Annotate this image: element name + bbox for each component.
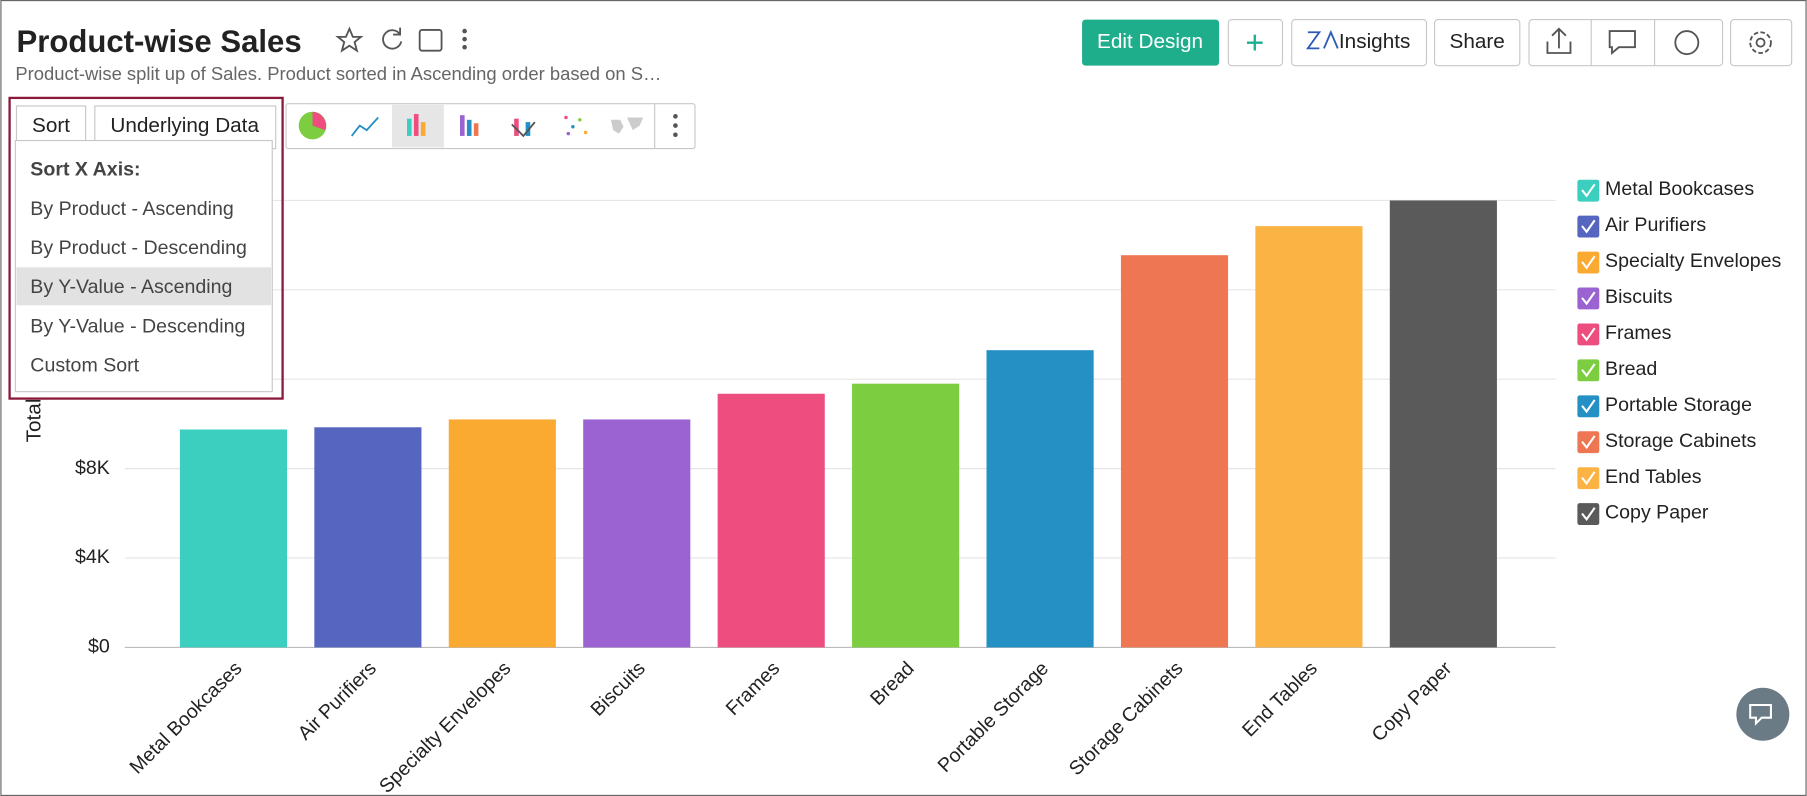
legend-label: Air Purifiers [1605, 214, 1706, 236]
bar[interactable] [986, 350, 1094, 648]
menu-option[interactable]: Custom Sort [30, 354, 139, 376]
y-tick-label: $4K [75, 546, 110, 568]
legend-check [1581, 399, 1596, 414]
chat-icon [1749, 703, 1772, 726]
bar[interactable] [1120, 255, 1229, 648]
menu-highlight [16, 267, 272, 306]
bar[interactable] [1389, 200, 1497, 648]
underlying-data-label: Underlying Data [110, 114, 259, 137]
chat-button[interactable] [1736, 687, 1790, 741]
subtitle: Product-wise split up of Sales. Product … [15, 63, 661, 84]
legend-swatch[interactable] [1577, 251, 1600, 274]
map-icon[interactable] [610, 117, 644, 134]
pie-icon-slice [312, 111, 327, 131]
legend-label: Metal Bookcases [1605, 178, 1754, 200]
sort-tab-label: Sort [32, 114, 70, 137]
legend-check [1581, 435, 1596, 450]
legend-swatch[interactable] [1577, 467, 1600, 490]
legend-swatch[interactable] [1577, 395, 1600, 418]
legend-label: Specialty Envelopes [1605, 250, 1782, 272]
legend-label: Storage Cabinets [1605, 430, 1756, 452]
menu-option[interactable]: By Product - Ascending [30, 198, 234, 220]
comment-icon[interactable] [1608, 30, 1636, 55]
legend-label: Portable Storage [1605, 394, 1752, 416]
legend-check [1581, 183, 1596, 198]
more-icon[interactable] [462, 28, 467, 50]
insights-label: Insights [1339, 30, 1410, 53]
save-icon[interactable] [418, 29, 443, 52]
menu-option[interactable]: By Product - Descending [30, 237, 247, 259]
legend-swatch[interactable] [1577, 215, 1600, 238]
legend-swatch[interactable] [1577, 179, 1600, 202]
sort-menu [14, 139, 273, 393]
stacked-icon[interactable] [459, 115, 479, 136]
add-button[interactable] [1227, 19, 1284, 67]
bar[interactable] [448, 419, 556, 648]
scatter-icon[interactable] [564, 115, 588, 136]
settings-icon [1749, 31, 1772, 54]
menu-option[interactable]: By Y-Value - Descending [30, 315, 245, 337]
bar[interactable] [314, 427, 422, 648]
legend-swatch[interactable] [1577, 323, 1600, 346]
legend-swatch[interactable] [1577, 359, 1600, 382]
legend-check [1581, 255, 1596, 270]
share-label: Share [1450, 30, 1505, 53]
y-tick-label: $8K [75, 457, 110, 479]
bar[interactable] [1255, 226, 1363, 648]
legend-check [1581, 363, 1596, 378]
action-group [1528, 19, 1724, 67]
edit-design-button[interactable] [1082, 19, 1220, 66]
bar[interactable] [583, 419, 691, 648]
edit-design-label: Edit Design [1097, 30, 1203, 53]
favorite-icon[interactable] [335, 26, 364, 53]
legend-label: Biscuits [1605, 286, 1673, 308]
bar[interactable] [852, 383, 960, 648]
legend-label: Bread [1605, 358, 1657, 380]
legend-check [1581, 327, 1596, 342]
settings-icon-center [1755, 37, 1766, 48]
legend-label: Copy Paper [1605, 502, 1709, 524]
export-icon[interactable] [1546, 27, 1572, 54]
legend-swatch[interactable] [1577, 287, 1600, 310]
legend-check [1581, 507, 1596, 522]
legend-swatch[interactable] [1577, 431, 1600, 454]
legend-check [1581, 291, 1596, 306]
menu-option[interactable]: By Y-Value - Ascending [30, 276, 232, 298]
y-tick-label: $0 [88, 636, 110, 658]
insights-button[interactable] [1291, 19, 1428, 67]
alarm-icon[interactable] [1674, 30, 1700, 56]
legend-check [1581, 471, 1596, 486]
legend-swatch[interactable] [1577, 503, 1600, 526]
line-icon[interactable] [350, 116, 379, 137]
menu-options: By Product - Ascending By Product - Desce… [30, 198, 247, 377]
settings-button[interactable] [1730, 19, 1793, 67]
bar-icon[interactable] [407, 114, 426, 136]
highlight-box [8, 96, 284, 400]
legend-check [1581, 219, 1596, 234]
legend-label: End Tables [1605, 466, 1702, 488]
insights-icon [1306, 29, 1339, 50]
add-label: + [1245, 24, 1264, 60]
bar[interactable] [717, 393, 825, 648]
refresh-icon[interactable] [382, 27, 403, 50]
toolbar-more[interactable] [673, 114, 678, 138]
menu-heading: Sort X Axis: [30, 159, 140, 181]
combo-icon[interactable] [511, 118, 536, 138]
bar[interactable] [179, 429, 288, 648]
legend-label: Frames [1605, 322, 1672, 344]
chart-type-toolbar [285, 103, 696, 150]
share-button[interactable] [1433, 19, 1521, 67]
title: Product-wise Sales [16, 24, 301, 59]
